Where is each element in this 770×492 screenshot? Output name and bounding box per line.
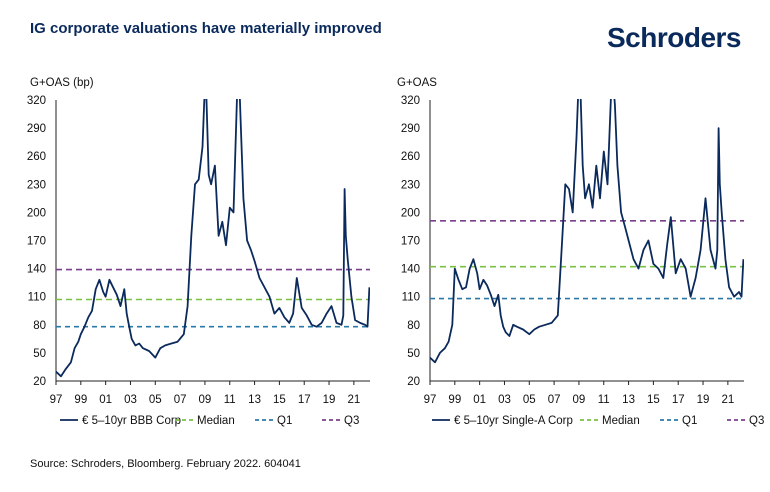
legend-label: Q3 [749, 415, 764, 427]
x-tick-label: 99 [448, 394, 461, 406]
y-tick-label: 260 [401, 151, 420, 163]
y-tick-label: 80 [407, 320, 420, 332]
y-tick-label: 320 [27, 95, 46, 107]
single-a-chart: G+OAS 20 50 80 110 140 170 200 230 260 290 320 97 99 0… [397, 77, 764, 427]
legend-label: € 5–10yr BBB Corp [82, 415, 181, 427]
y-tick-label: 290 [401, 123, 420, 135]
y-tick-label: 290 [27, 123, 46, 135]
y-tick-label: 260 [27, 151, 46, 163]
x-tick-label: 97 [50, 394, 63, 406]
chart-title: IG corporate valuations have materially … [30, 20, 382, 37]
x-tick-label: 05 [523, 394, 536, 406]
legend-label: Q1 [682, 415, 697, 427]
x-tick-label: 01 [99, 394, 112, 406]
x-tick-label: 15 [647, 394, 660, 406]
y-axis-label: G+OAS (bp) [30, 77, 94, 89]
series-line [56, 99, 370, 378]
x-tick-label: 15 [273, 394, 286, 406]
x-tick-label: 09 [573, 394, 586, 406]
x-tick-label: 21 [347, 394, 360, 406]
bbb-chart: G+OAS (bp) 20 50 80 110 140 170 200 230 260 290 320… [27, 77, 370, 427]
y-tick-label: 110 [28, 292, 46, 304]
x-tick-label: 03 [498, 394, 511, 406]
x-tick-label: 13 [622, 394, 635, 406]
x-tick-label: 13 [248, 394, 261, 406]
legend-label: Q1 [277, 415, 292, 427]
schroders-logo: Schroders [607, 22, 742, 53]
y-tick-label: 20 [407, 376, 420, 388]
y-tick-label: 200 [401, 207, 420, 219]
x-tick-label: 99 [74, 394, 87, 406]
y-tick-label: 140 [27, 264, 46, 276]
x-tick-label: 19 [323, 394, 336, 406]
x-tick-label: 09 [199, 394, 212, 406]
legend-label: Median [602, 415, 640, 427]
x-tick-label: 11 [598, 394, 610, 406]
x-tick-label: 07 [174, 394, 187, 406]
y-tick-label: 140 [401, 264, 420, 276]
x-tick-label: 21 [721, 394, 734, 406]
x-tick-label: 17 [672, 394, 685, 406]
y-axis-label: G+OAS [397, 77, 437, 89]
x-tick-label: 03 [124, 394, 137, 406]
y-tick-label: 20 [33, 376, 46, 388]
y-tick-label: 110 [402, 292, 420, 304]
series-line [430, 99, 744, 364]
source-note: Source: Schroders, Bloomberg. February 2… [30, 458, 301, 470]
x-tick-label: 19 [697, 394, 710, 406]
legend-label: € 5–10yr Single-A Corp [454, 415, 573, 427]
x-tick-label: 05 [149, 394, 162, 406]
y-tick-label: 80 [33, 320, 46, 332]
y-tick-label: 230 [27, 179, 46, 191]
y-tick-label: 170 [401, 236, 420, 248]
y-tick-label: 50 [33, 348, 46, 360]
x-tick-label: 17 [298, 394, 311, 406]
legend-label: Q3 [344, 415, 359, 427]
y-tick-label: 200 [27, 207, 46, 219]
legend-label: Median [197, 415, 235, 427]
y-tick-label: 50 [407, 348, 420, 360]
y-tick-label: 170 [27, 236, 46, 248]
x-tick-label: 11 [224, 394, 236, 406]
y-tick-label: 320 [401, 95, 420, 107]
x-tick-label: 07 [548, 394, 561, 406]
x-tick-label: 97 [424, 394, 437, 406]
x-tick-label: 01 [473, 394, 486, 406]
y-tick-label: 230 [401, 179, 420, 191]
